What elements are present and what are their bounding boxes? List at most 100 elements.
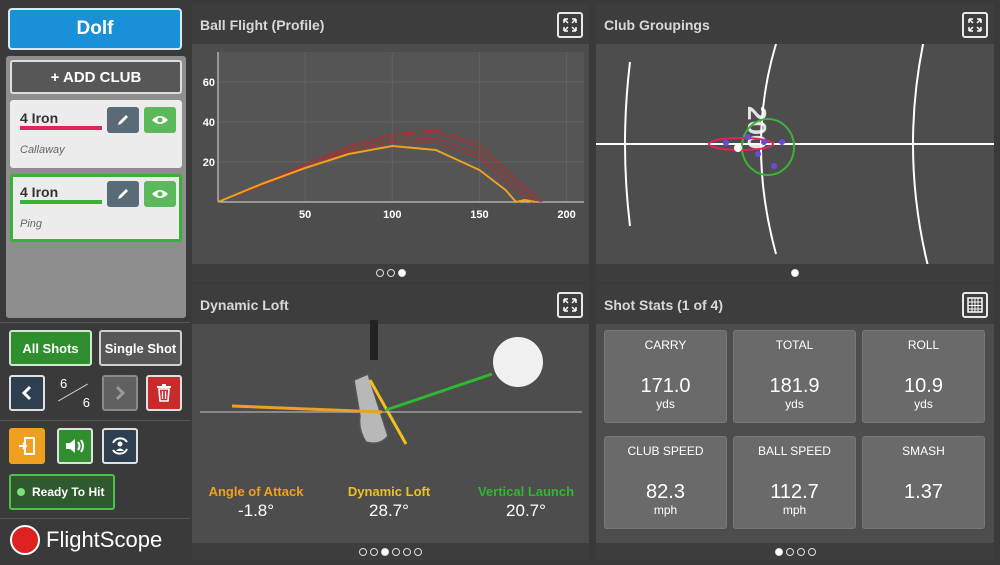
delete-shot-button[interactable] (146, 375, 182, 411)
page-dot[interactable] (370, 548, 378, 556)
x-tick-label: 100 (383, 209, 401, 221)
page-dot[interactable] (785, 548, 794, 556)
next-shot-button[interactable] (102, 375, 138, 411)
stat-label: Angle of Attack (208, 484, 304, 499)
distance-arc (760, 44, 777, 255)
eye-icon (152, 116, 168, 124)
club-brand: Ping (20, 218, 43, 230)
expand-button[interactable] (962, 12, 988, 38)
club-card-callaway[interactable]: 4 Iron Callaway (10, 100, 182, 168)
exit-button[interactable] (9, 428, 45, 464)
speaker-icon (66, 439, 84, 453)
x-tick-label: 50 (299, 209, 311, 221)
y-tick-label: 20 (203, 157, 215, 169)
page-dot[interactable] (375, 269, 384, 277)
shot-marker (734, 144, 742, 152)
trash-icon (157, 384, 171, 402)
distance-label: 200 (742, 106, 772, 149)
page-dot[interactable] (414, 548, 422, 556)
shot-total: 6 (82, 395, 90, 410)
page-indicator (596, 543, 994, 561)
sidebar: Dolf + ADD CLUB 4 Iron Callaway 4 Iron P… (0, 0, 190, 565)
vertical-launch-stat: Vertical Launch 20.7° (464, 484, 588, 521)
expand-button[interactable] (557, 292, 583, 318)
page-dot[interactable] (397, 269, 406, 277)
previous-shot-button[interactable] (9, 375, 45, 411)
ball-flight-panel: Ball Flight (Profile) 20 40 60 50 100 150 200 (192, 4, 589, 282)
edit-club-button[interactable] (107, 107, 139, 133)
page-dot[interactable] (403, 548, 411, 556)
club-color-bar (20, 126, 102, 130)
rotate-person-icon (112, 437, 128, 455)
stat-label: SMASH (902, 444, 945, 458)
page-indicator (596, 264, 994, 282)
club-name: 4 Iron (20, 110, 59, 126)
panel-title: Dynamic Loft (200, 297, 289, 313)
club-card-ping[interactable]: 4 Iron Ping (10, 174, 182, 242)
distance-arc (624, 61, 631, 227)
stat-value: 181.9 (769, 375, 820, 397)
dynamic-loft-view (200, 320, 582, 445)
ball-flight-chart: 20 40 60 50 100 150 200 (203, 52, 584, 221)
expand-icon (563, 18, 577, 32)
edit-club-button[interactable] (107, 181, 139, 207)
flightscope-logo: FlightScope (10, 522, 162, 558)
stat-roll: ROLL 10.9 yds (862, 330, 985, 423)
single-shot-button[interactable]: Single Shot (99, 330, 182, 366)
dynamic-loft-stat: Dynamic Loft 28.7° (332, 484, 446, 521)
stat-label: ROLL (907, 338, 940, 352)
page-dot[interactable] (359, 548, 367, 556)
panel-header: Dynamic Loft (192, 284, 589, 324)
stat-carry: CARRY 171.0 yds (604, 330, 727, 423)
club-brand: Callaway (20, 144, 65, 156)
stat-value: 171.0 (640, 375, 691, 397)
page-indicator (192, 543, 589, 561)
distance-arc (912, 44, 929, 264)
toggle-visibility-button[interactable] (144, 181, 176, 207)
page-dot[interactable] (386, 269, 395, 277)
grouping-ellipse-green (741, 118, 795, 176)
angle-of-attack-line (231, 404, 383, 414)
panel-title: Ball Flight (Profile) (200, 17, 325, 33)
toggle-visibility-button[interactable] (144, 107, 176, 133)
stat-unit: yds (785, 397, 804, 411)
club-list: + ADD CLUB 4 Iron Callaway 4 Iron Ping (6, 56, 186, 318)
expand-icon (563, 298, 577, 312)
page-dot[interactable] (807, 548, 816, 556)
shot-marker (723, 140, 729, 146)
expand-button[interactable] (557, 12, 583, 38)
eye-icon (152, 190, 168, 198)
table-icon (967, 297, 983, 313)
club-name: 4 Iron (20, 184, 59, 200)
stat-ball-speed: BALL SPEED 112.7 mph (733, 436, 856, 529)
shot-trajectory (217, 129, 543, 203)
switch-view-button[interactable] (102, 428, 138, 464)
club-color-bar (20, 200, 102, 204)
exit-door-icon (19, 437, 35, 455)
stat-label: CLUB SPEED (627, 444, 704, 458)
add-club-button[interactable]: + ADD CLUB (10, 60, 182, 94)
shot-marker (745, 134, 751, 140)
player-button[interactable]: Dolf (8, 8, 182, 50)
page-dot[interactable] (392, 548, 400, 556)
stat-label: CARRY (644, 338, 687, 352)
table-view-button[interactable] (962, 292, 988, 318)
x-tick-label: 200 (557, 209, 575, 221)
status-dot (17, 488, 25, 496)
angle-of-attack-stat: Angle of Attack -1.8° (196, 484, 316, 521)
page-dot[interactable] (381, 548, 389, 556)
page-dot[interactable] (774, 548, 783, 556)
ready-label: Ready To Hit (32, 485, 105, 499)
all-shots-button[interactable]: All Shots (9, 330, 92, 366)
page-dot[interactable] (791, 269, 799, 277)
stat-unit: yds (914, 397, 933, 411)
stat-value: 10.9 (904, 375, 943, 397)
stat-unit: mph (782, 503, 807, 517)
stat-value: 20.7° (506, 501, 546, 520)
divider (0, 322, 190, 323)
page-dot[interactable] (796, 548, 805, 556)
shot-marker (779, 139, 785, 145)
sound-button[interactable] (57, 428, 93, 464)
y-tick-label: 40 (203, 117, 215, 129)
